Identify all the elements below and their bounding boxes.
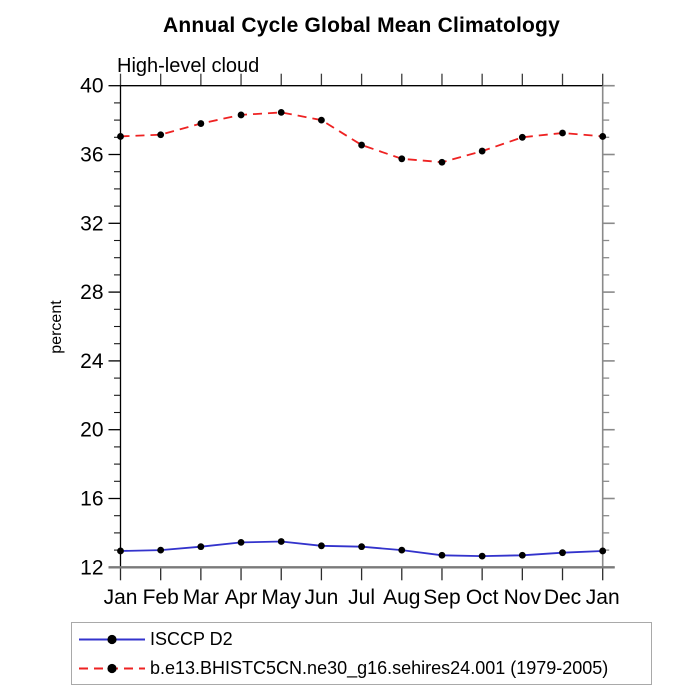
legend-sample-solid-line <box>79 634 145 644</box>
legend-label-model: b.e13.BHISTC5CN.ne30_g16.sehires24.001 (… <box>150 658 609 678</box>
legend-item-isccp: ISCCP D2 <box>75 625 651 654</box>
y-axis-tick-label: 36 <box>80 144 103 167</box>
data-point-marker <box>438 158 446 166</box>
legend-label-isccp: ISCCP D2 <box>150 629 233 649</box>
data-point-marker <box>478 552 486 560</box>
legend-sample-dashed-line <box>79 663 145 673</box>
x-axis-tick-label: Jul <box>348 586 375 609</box>
data-point-marker <box>277 108 285 116</box>
y-axis-tick-label: 32 <box>80 212 103 235</box>
y-axis-tick-label: 24 <box>80 350 104 373</box>
data-point-marker <box>518 133 526 141</box>
x-axis-tick-label: Dec <box>544 586 581 609</box>
data-point-marker <box>518 551 526 559</box>
y-axis-tick-label: 20 <box>80 419 103 442</box>
x-axis-tick-label: Feb <box>143 586 179 609</box>
x-axis-tick-label: May <box>261 586 301 609</box>
marker-dot-icon <box>107 663 117 673</box>
x-axis-tick-label: Apr <box>225 586 258 609</box>
data-point-marker <box>318 116 325 124</box>
x-axis-tick-label: Oct <box>466 586 499 609</box>
data-point-marker <box>117 133 124 140</box>
x-axis-tick-label: Jan <box>586 586 620 609</box>
data-point-marker <box>398 546 406 554</box>
data-point-marker <box>559 549 566 557</box>
data-point-marker <box>157 546 165 554</box>
data-point-marker <box>117 547 124 555</box>
data-point-marker <box>237 538 245 546</box>
data-point-marker <box>559 129 566 137</box>
x-axis-tick-label: Nov <box>504 586 542 609</box>
data-point-marker <box>599 547 607 555</box>
x-axis-tick-label: Mar <box>183 586 219 609</box>
marker-dot-icon <box>107 634 117 644</box>
data-point-marker <box>398 155 406 163</box>
data-point-marker <box>358 543 365 551</box>
y-axis-tick-label: 28 <box>80 281 103 304</box>
chart-title: Annual Cycle Global Mean Climatology <box>163 14 560 37</box>
legend-item-model: b.e13.BHISTC5CN.ne30_g16.sehires24.001 (… <box>75 654 651 683</box>
data-point-marker <box>277 538 285 545</box>
y-axis-tick-label: 40 <box>80 75 103 98</box>
x-axis-tick-label: Jan <box>104 586 138 609</box>
x-axis-tick-label: Sep <box>423 586 460 609</box>
data-point-marker <box>358 141 365 149</box>
data-point-marker <box>599 133 607 140</box>
data-point-marker <box>478 147 486 155</box>
y-axis-tick-label: 12 <box>80 556 103 579</box>
data-point-marker <box>438 551 446 559</box>
data-point-marker <box>197 543 205 551</box>
series-line-1 <box>120 111 603 164</box>
chart-subtitle: High-level cloud <box>117 55 260 77</box>
data-point-marker <box>157 131 165 139</box>
data-point-marker <box>237 111 245 119</box>
legend-box: ISCCP D2 b.e13.BHISTC5CN.ne30_g16.sehire… <box>71 622 652 685</box>
x-axis-tick-label: Aug <box>383 586 420 609</box>
x-axis-tick-label: Jun <box>304 586 338 609</box>
y-axis-tick-label: 16 <box>80 488 103 511</box>
data-point-marker <box>197 120 205 127</box>
data-point-marker <box>318 542 325 550</box>
